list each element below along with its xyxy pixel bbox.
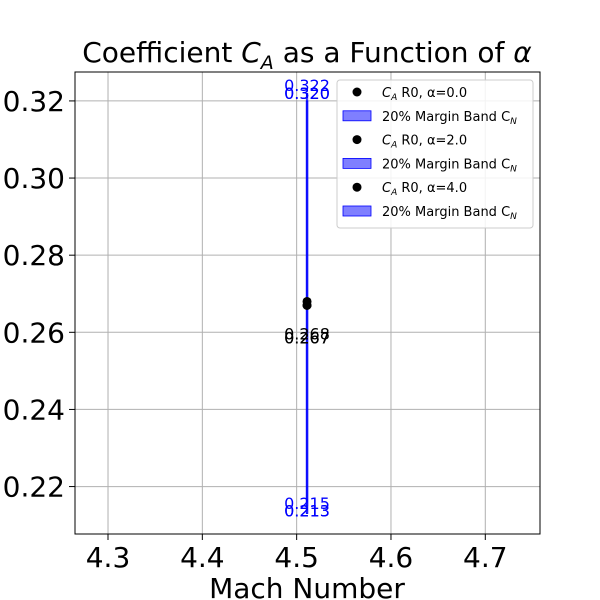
legend: CA R0, α=0.0 20% Margin Band CN CA R0, α=2… [336, 79, 534, 229]
band-upper-label: 0.320 [284, 84, 330, 103]
x-axis-label: Mach Number [209, 572, 405, 600]
y-tick-label: 0.26 [3, 316, 65, 349]
legend-label: 20% Margin Band CN [382, 157, 517, 174]
x-tick-label: 4.4 [180, 541, 225, 574]
point-layer [302, 296, 312, 310]
y-tick-label: 0.32 [3, 85, 65, 118]
legend-band-swatch [342, 110, 372, 122]
legend-label: CA R0, α=2.0 [382, 134, 467, 151]
band-upper-label: 0.322 [284, 76, 330, 95]
y-tick-label: 0.28 [3, 239, 65, 272]
data-point-label: 0.268 [284, 324, 330, 343]
y-tick-label: 0.24 [3, 393, 65, 426]
legend-box [336, 79, 534, 229]
title-alpha: α [513, 36, 532, 69]
title-text-2: as a Function of [274, 36, 514, 69]
x-tick-label: 4.3 [86, 541, 131, 574]
y-tick-label: 0.22 [3, 471, 65, 504]
data-point-label: 0.267 [284, 328, 330, 347]
title-subscript: A [259, 52, 274, 74]
legend-point-marker [352, 135, 362, 145]
band-lower-label: 0.215 [284, 494, 330, 513]
x-tick-label: 4.7 [463, 541, 508, 574]
title-symbol: C [241, 36, 261, 69]
legend-label: 20% Margin Band CN [382, 205, 517, 222]
legend-label: CA R0, α=4.0 [382, 181, 467, 198]
title-text-1: Coefficient [82, 36, 241, 69]
band-lower-label: 0.213 [284, 502, 330, 521]
band-lower-label: 0.213 [284, 502, 330, 521]
legend-point-marker [352, 182, 362, 192]
data-point-label: 0.267 [284, 328, 330, 347]
legend-label: CA R0, α=0.0 [382, 86, 467, 103]
x-tick-label: 4.6 [369, 541, 414, 574]
band-upper-label: 0.320 [284, 84, 330, 103]
label-layer: 0.2680.3220.2150.2670.3200.2130.2670.320… [284, 76, 330, 520]
data-point [302, 300, 312, 310]
legend-band-swatch [342, 157, 372, 169]
legend-label: 20% Margin Band CN [382, 110, 517, 127]
chart-title: Coefficient CA as a Function of α [82, 36, 532, 74]
legend-point-marker [352, 87, 362, 97]
x-tick-label: 4.5 [274, 541, 319, 574]
legend-band-swatch [342, 205, 372, 217]
y-tick-label: 0.30 [3, 162, 65, 195]
tick-layer: 4.3 4.4 4.5 4.6 4.7 0.22 0.24 0.26 0.28 0.30 0.32 [3, 85, 508, 574]
legend-items: CA R0, α=0.0 20% Margin Band CN CA R0, α=2… [342, 86, 517, 222]
plot-frame [74, 71, 541, 535]
